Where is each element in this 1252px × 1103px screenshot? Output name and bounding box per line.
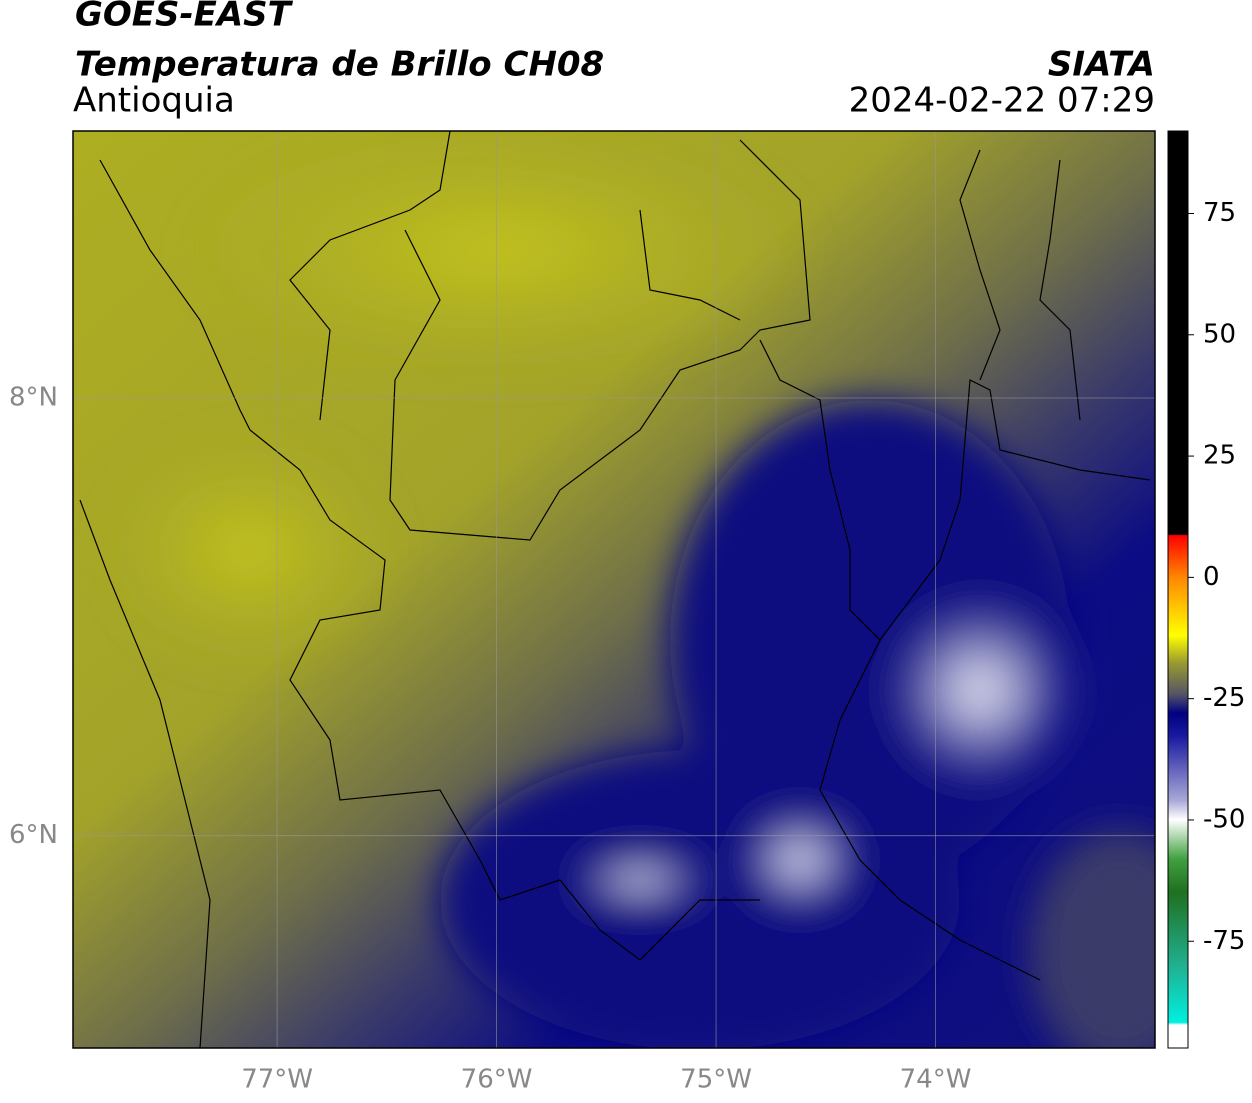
subtitle: Temperatura de Brillo CH08 [75, 45, 604, 85]
x-tick-label: 74°W [900, 1065, 972, 1095]
map-frame [72, 130, 1156, 1049]
map [73, 131, 1155, 1048]
x-tick-label: 76°W [461, 1065, 533, 1095]
colorbar-tick-label: 75 [1203, 198, 1236, 228]
y-tick-label: 6°N [9, 820, 58, 850]
colorbar-tick-label: -50 [1203, 804, 1245, 834]
x-tick-label: 75°W [680, 1065, 752, 1095]
y-tick-label: 8°N [9, 383, 58, 413]
colorbar-tick-label: -25 [1203, 683, 1245, 713]
datetime: 2024-02-22 07:29 [849, 81, 1155, 121]
colorbar-tick-label: 25 [1203, 441, 1236, 471]
region: Antioquia [73, 81, 235, 121]
x-tick-label: 77°W [241, 1065, 313, 1095]
colorbar [1167, 130, 1189, 1049]
colorbar-tick-label: 0 [1203, 562, 1220, 592]
colorbar-tick-label: -75 [1203, 926, 1245, 956]
title: GOES-EAST [75, 0, 294, 35]
colorbar-tick-label: 50 [1203, 319, 1236, 349]
source: SIATA [1048, 45, 1155, 85]
